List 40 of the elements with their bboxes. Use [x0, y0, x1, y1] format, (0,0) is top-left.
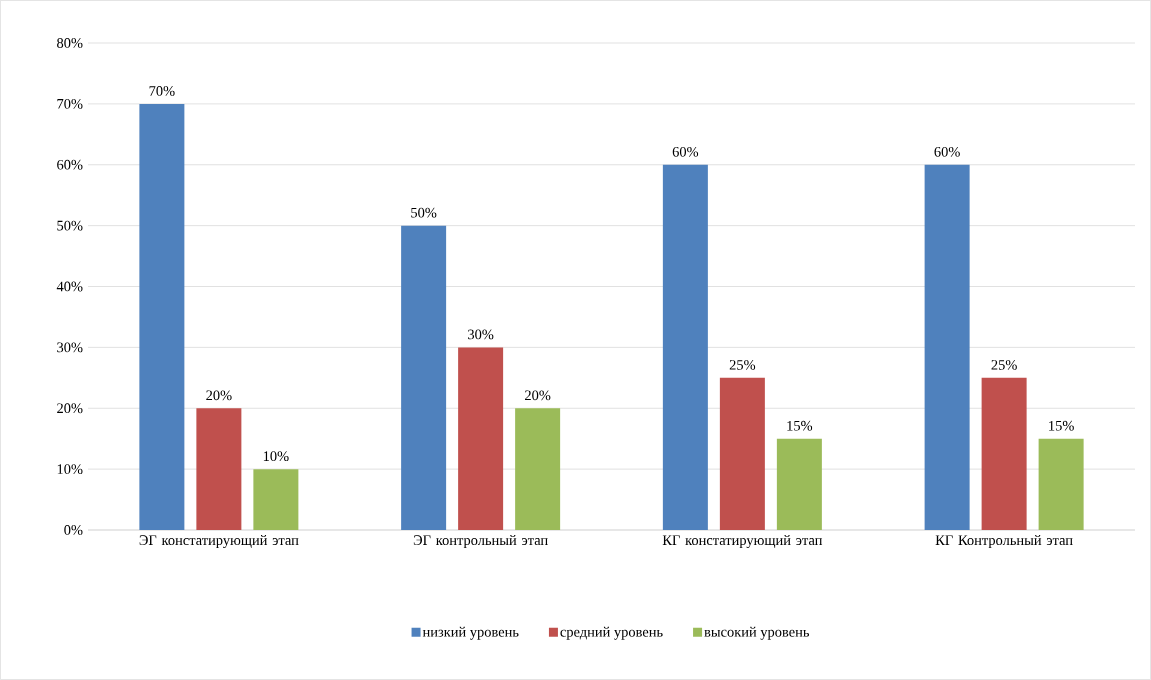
legend-label: низкий уровень — [422, 626, 519, 640]
x-tick-label: ЭГ контрольный этап — [413, 535, 548, 548]
y-tick-label: 10% — [57, 464, 83, 475]
data-label: 20% — [206, 390, 232, 401]
bar — [924, 164, 970, 530]
data-label: 30% — [468, 329, 494, 340]
bar — [196, 408, 242, 530]
x-tick-label: КГ Контрольный этап — [935, 535, 1073, 548]
data-label: 25% — [729, 360, 756, 370]
y-tick-label: 60% — [57, 159, 83, 170]
y-tick-label: 70% — [57, 98, 83, 109]
data-label: 20% — [525, 390, 551, 401]
bar — [662, 164, 708, 530]
data-label: 15% — [1049, 420, 1074, 431]
data-label: 60% — [934, 146, 960, 157]
data-label: 50% — [411, 207, 437, 218]
legend-label: высокий уровень — [704, 626, 810, 640]
y-tick-label: 30% — [57, 342, 83, 353]
bar — [1038, 438, 1084, 530]
data-label: 25% — [991, 360, 1017, 370]
data-label: 70% — [149, 86, 175, 96]
y-tick-label: 50% — [57, 220, 83, 231]
data-label: 10% — [263, 451, 289, 462]
data-label: 60% — [672, 146, 699, 157]
x-tick-label: КГ констатирующий этап — [662, 535, 823, 549]
y-tick-label: 40% — [56, 281, 83, 292]
bar — [515, 408, 561, 530]
y-tick-label: 20% — [57, 403, 83, 414]
legend-label: средний уровень — [560, 626, 663, 640]
y-tick-label: 80% — [57, 38, 83, 48]
y-tick-label: 0% — [64, 525, 83, 535]
bar — [458, 347, 504, 530]
x-tick-label: ЭГ констатирующий этап — [139, 535, 299, 549]
bar — [401, 225, 447, 530]
bar — [253, 469, 299, 530]
bar — [139, 103, 185, 530]
bar — [776, 438, 822, 530]
bar — [719, 377, 765, 530]
bar — [981, 377, 1027, 530]
data-label: 15% — [787, 420, 813, 431]
